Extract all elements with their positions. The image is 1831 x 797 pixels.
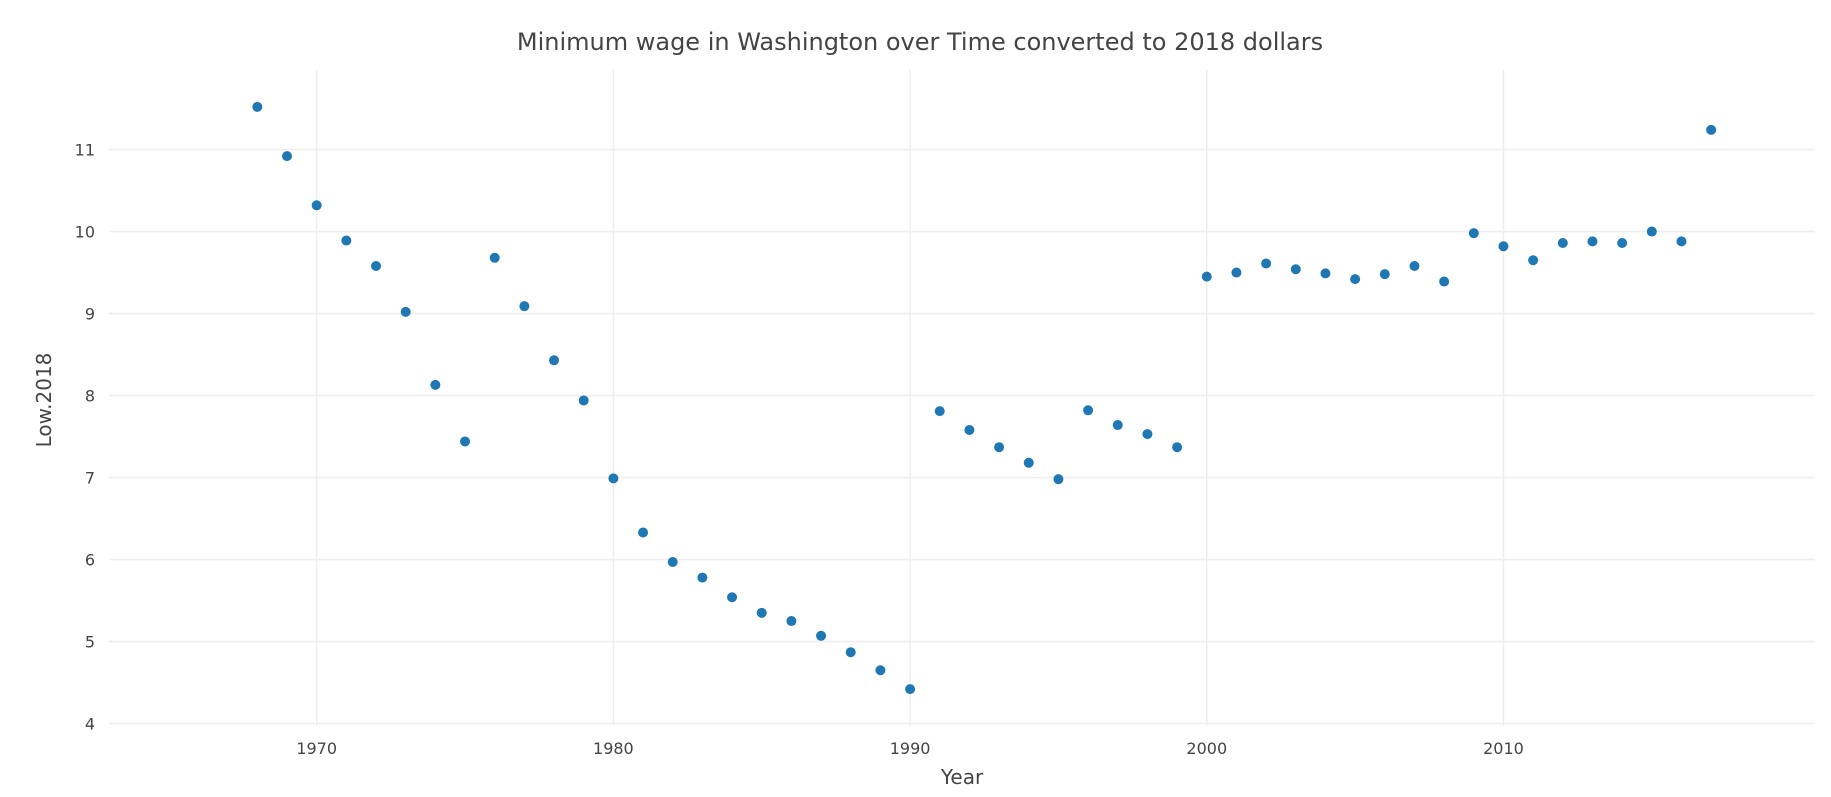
data-point[interactable] bbox=[1172, 442, 1183, 453]
data-point[interactable] bbox=[371, 260, 382, 271]
data-point[interactable] bbox=[667, 557, 678, 567]
data-point[interactable] bbox=[905, 684, 916, 695]
data-point[interactable] bbox=[489, 252, 500, 263]
y-tick-label: 6 bbox=[85, 551, 95, 570]
x-tick-label: 1980 bbox=[593, 739, 634, 758]
y-tick-label: 10 bbox=[75, 223, 95, 242]
grid-layer bbox=[109, 70, 1815, 726]
x-tick-label: 1970 bbox=[296, 739, 337, 758]
data-point[interactable] bbox=[786, 616, 797, 627]
data-point[interactable] bbox=[1468, 228, 1479, 239]
data-point[interactable] bbox=[994, 442, 1005, 453]
x-axis-title: Year bbox=[940, 765, 984, 789]
y-tick-label: 9 bbox=[85, 305, 95, 324]
data-point[interactable] bbox=[816, 630, 827, 641]
data-point[interactable] bbox=[934, 406, 945, 417]
data-point[interactable] bbox=[964, 424, 975, 435]
data-point[interactable] bbox=[845, 647, 856, 658]
data-point[interactable] bbox=[697, 572, 708, 583]
chart-title: Minimum wage in Washington over Time con… bbox=[517, 28, 1323, 56]
data-point[interactable] bbox=[1231, 267, 1242, 278]
data-points bbox=[252, 101, 1717, 695]
data-point[interactable] bbox=[549, 355, 560, 366]
data-point[interactable] bbox=[1053, 474, 1064, 485]
data-point[interactable] bbox=[1379, 269, 1390, 280]
data-point[interactable] bbox=[1083, 405, 1094, 416]
data-point[interactable] bbox=[1557, 238, 1568, 249]
y-tick-label: 4 bbox=[85, 715, 95, 734]
data-point[interactable] bbox=[282, 151, 293, 162]
y-tick-label: 5 bbox=[85, 633, 95, 652]
y-axis-title: Low.2018 bbox=[32, 353, 56, 448]
data-point[interactable] bbox=[1439, 276, 1450, 287]
data-point[interactable] bbox=[875, 665, 886, 676]
x-tick-label: 2010 bbox=[1483, 739, 1524, 758]
data-point[interactable] bbox=[1023, 457, 1034, 468]
data-point[interactable] bbox=[1320, 268, 1331, 279]
data-point[interactable] bbox=[756, 607, 767, 618]
data-point[interactable] bbox=[1142, 429, 1153, 440]
y-tick-label: 11 bbox=[75, 141, 95, 160]
data-point[interactable] bbox=[1676, 236, 1687, 247]
data-point[interactable] bbox=[1261, 258, 1272, 269]
data-point[interactable] bbox=[1528, 255, 1539, 266]
data-point[interactable] bbox=[430, 379, 441, 390]
data-point[interactable] bbox=[1587, 236, 1598, 247]
data-point[interactable] bbox=[638, 527, 649, 538]
data-point[interactable] bbox=[1409, 260, 1420, 271]
data-point[interactable] bbox=[1290, 264, 1301, 275]
x-tick-label: 1990 bbox=[890, 739, 931, 758]
data-point[interactable] bbox=[400, 306, 411, 317]
data-point[interactable] bbox=[1350, 274, 1361, 285]
data-point[interactable] bbox=[727, 592, 738, 603]
data-point[interactable] bbox=[1617, 238, 1628, 249]
x-tick-label: 2000 bbox=[1186, 739, 1227, 758]
data-point[interactable] bbox=[460, 436, 471, 447]
data-point[interactable] bbox=[1646, 226, 1657, 237]
data-point[interactable] bbox=[1706, 124, 1717, 135]
data-point[interactable] bbox=[341, 235, 352, 246]
data-point[interactable] bbox=[311, 200, 322, 211]
tick-layer: 1970 1980 1990 2000 2010 4 5 6 7 8 9 10 11 bbox=[75, 141, 1524, 758]
data-point[interactable] bbox=[578, 395, 589, 406]
data-point[interactable] bbox=[519, 301, 530, 312]
y-tick-label: 7 bbox=[85, 469, 95, 488]
data-point[interactable] bbox=[1112, 420, 1123, 431]
data-point[interactable] bbox=[252, 101, 263, 112]
y-tick-label: 8 bbox=[85, 387, 95, 406]
data-point[interactable] bbox=[608, 473, 619, 484]
data-point[interactable] bbox=[1201, 271, 1212, 282]
data-point[interactable] bbox=[1498, 241, 1509, 252]
